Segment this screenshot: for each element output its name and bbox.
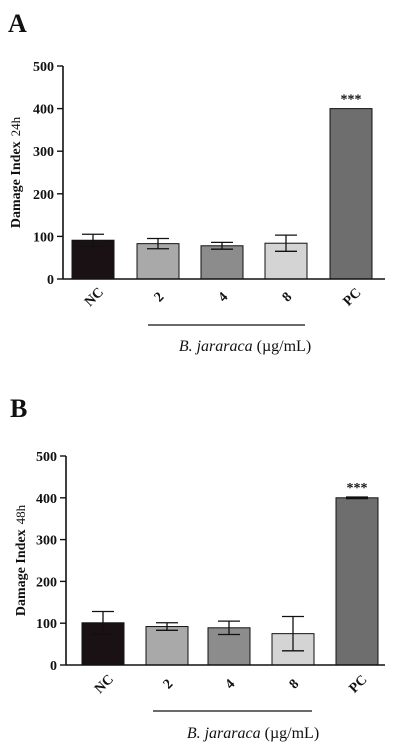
panel-letter: B [10,394,27,423]
significance-marker: *** [341,93,362,108]
y-tick-label: 100 [36,617,57,632]
group-label: B. jararaca (µg/mL) [187,725,319,742]
x-tick-label: 4 [216,290,232,306]
y-tick-label: 500 [36,450,57,465]
group-label-unit: (µg/mL) [265,725,320,742]
significance-marker: *** [347,481,368,496]
y-axis-label: Damage Index 24h [8,116,24,228]
y-tick-label: 300 [36,534,57,549]
y-axis-label-main: Damage Index [14,529,29,616]
bar [200,245,244,280]
x-tick-label: NC [82,285,107,310]
bar [329,108,373,280]
chart-panel-a: A 0 100 200 300 400 500 Damage Index 24h NC 2 4 8 PC *… [8,9,385,355]
panel-letter: A [8,9,27,38]
y-tick-label: 0 [47,273,54,288]
bar [136,243,180,280]
y-axis-label-suffix: 24h [8,116,23,136]
y-tick-label: 200 [36,575,57,590]
y-tick-label: 200 [33,188,54,203]
y-tick-label: 400 [33,103,54,118]
group-label-species: B. jararaca [179,338,253,355]
x-tick-label: 4 [223,677,239,693]
y-tick-label: 500 [33,60,54,75]
y-axis-label-main: Damage Index [9,141,24,228]
bar [145,626,189,666]
x-tick-label: 8 [280,290,296,306]
y-tick-label: 100 [33,230,54,245]
x-tick-label: PC [347,673,371,697]
y-axis-label-suffix: 48h [13,504,28,524]
group-label-species: B. jararaca [187,725,261,742]
x-tick-label: 8 [287,677,303,693]
group-label: B. jararaca (µg/mL) [179,338,311,355]
x-tick-label: PC [341,286,365,310]
chart-panel-b: B 0 100 200 300 400 500 Damage Index 48h NC 2 4 8 PC *… [10,394,385,742]
y-axis-label: Damage Index 48h [13,504,29,616]
y-tick-label: 400 [36,492,57,507]
y-tick-label: 300 [33,145,54,160]
x-tick-label: 2 [161,677,177,693]
x-tick-label: NC [92,672,117,697]
bar [335,497,379,666]
group-label-unit: (µg/mL) [257,338,312,355]
y-tick-label: 0 [50,659,57,674]
x-tick-label: 2 [152,290,168,306]
